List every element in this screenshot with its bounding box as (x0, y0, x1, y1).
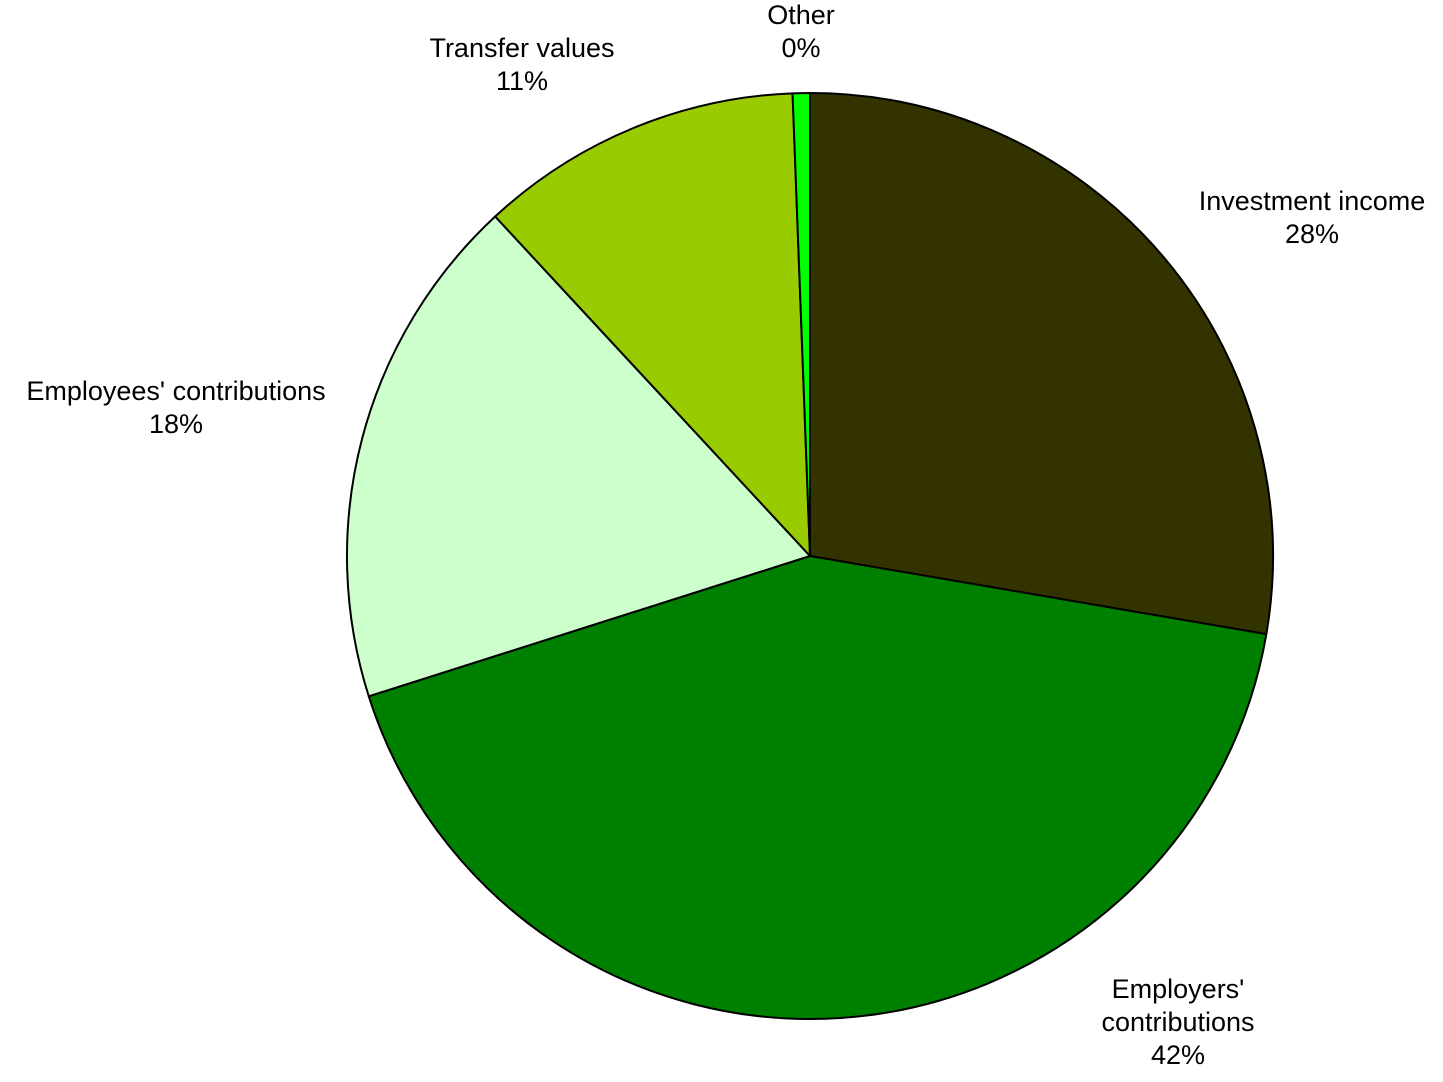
pie-slice-percent: 11% (496, 66, 548, 96)
pie-slice-name: Investment income (1199, 186, 1426, 216)
pie-slice-2 (346, 215, 811, 698)
pie-slice-1 (367, 555, 1268, 1020)
pie-slice-name: Transfer values (429, 33, 614, 63)
pie-slice-label-2: Employees' contributions 18% (26, 376, 325, 439)
pie-slice-4 (791, 92, 811, 557)
pie-slice-name: Other (767, 0, 835, 30)
pie-slice-name: contributions (1101, 1007, 1254, 1037)
pie-slice-label-0: Investment income 28% (1199, 186, 1426, 249)
pie-slice-label-4: Other 0% (767, 0, 835, 63)
pie-slices (346, 92, 1274, 1020)
pie-labels: Investment income 28% Employers' contributi… (26, 0, 1425, 1070)
pie-slice-label-3: Transfer values 11% (429, 33, 614, 96)
pie-slice-percent: 0% (781, 33, 820, 63)
pie-slice-name: Employers' (1112, 974, 1245, 1004)
pie-slice-percent: 18% (149, 409, 203, 439)
pie-slice-0 (809, 92, 1274, 636)
pie-slice-3 (494, 92, 811, 557)
pie-slice-percent: 42% (1151, 1040, 1205, 1070)
pie-slice-name: Employees' contributions (26, 376, 325, 406)
pie-slice-percent: 28% (1285, 219, 1339, 249)
pie-slice-label-1: Employers' contributions 42% (1101, 974, 1254, 1070)
